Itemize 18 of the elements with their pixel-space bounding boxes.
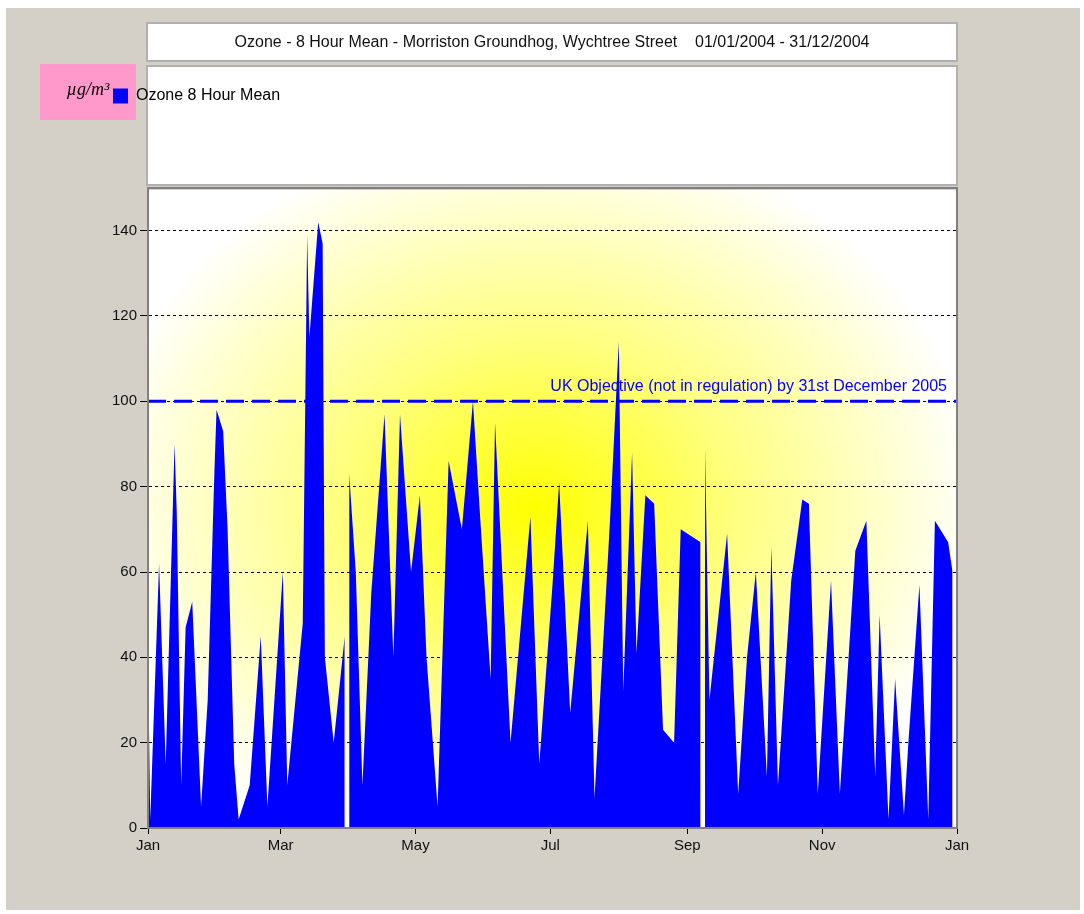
y-tick-label: 0 — [128, 818, 138, 836]
y-tick-label: 120 — [112, 306, 138, 324]
legend-label: Ozone 8 Hour Mean — [136, 86, 281, 104]
chart-title: Ozone - 8 Hour Mean - Morriston Groundhog, Wychtree Street 01/01/2004 - 31/12/2004 — [146, 22, 958, 62]
x-tick-label: Jul — [540, 836, 560, 854]
y-tick-label: 40 — [120, 647, 138, 665]
y-tick-label: 80 — [120, 476, 138, 494]
x-tick-label: Jan — [944, 836, 970, 854]
y-tick-label: 60 — [120, 562, 138, 580]
x-tick-label: May — [401, 836, 431, 854]
x-tick-label: Sep — [673, 836, 701, 854]
y-tick-label: 100 — [112, 391, 138, 409]
x-tick-label: Mar — [267, 836, 294, 854]
x-tick-label: Nov — [808, 836, 836, 854]
y-tick-label: 140 — [112, 220, 138, 238]
x-tick-label: Jan — [135, 836, 161, 854]
text: µg/m³ — [40, 64, 136, 120]
y-tick-label: 20 — [120, 732, 138, 750]
